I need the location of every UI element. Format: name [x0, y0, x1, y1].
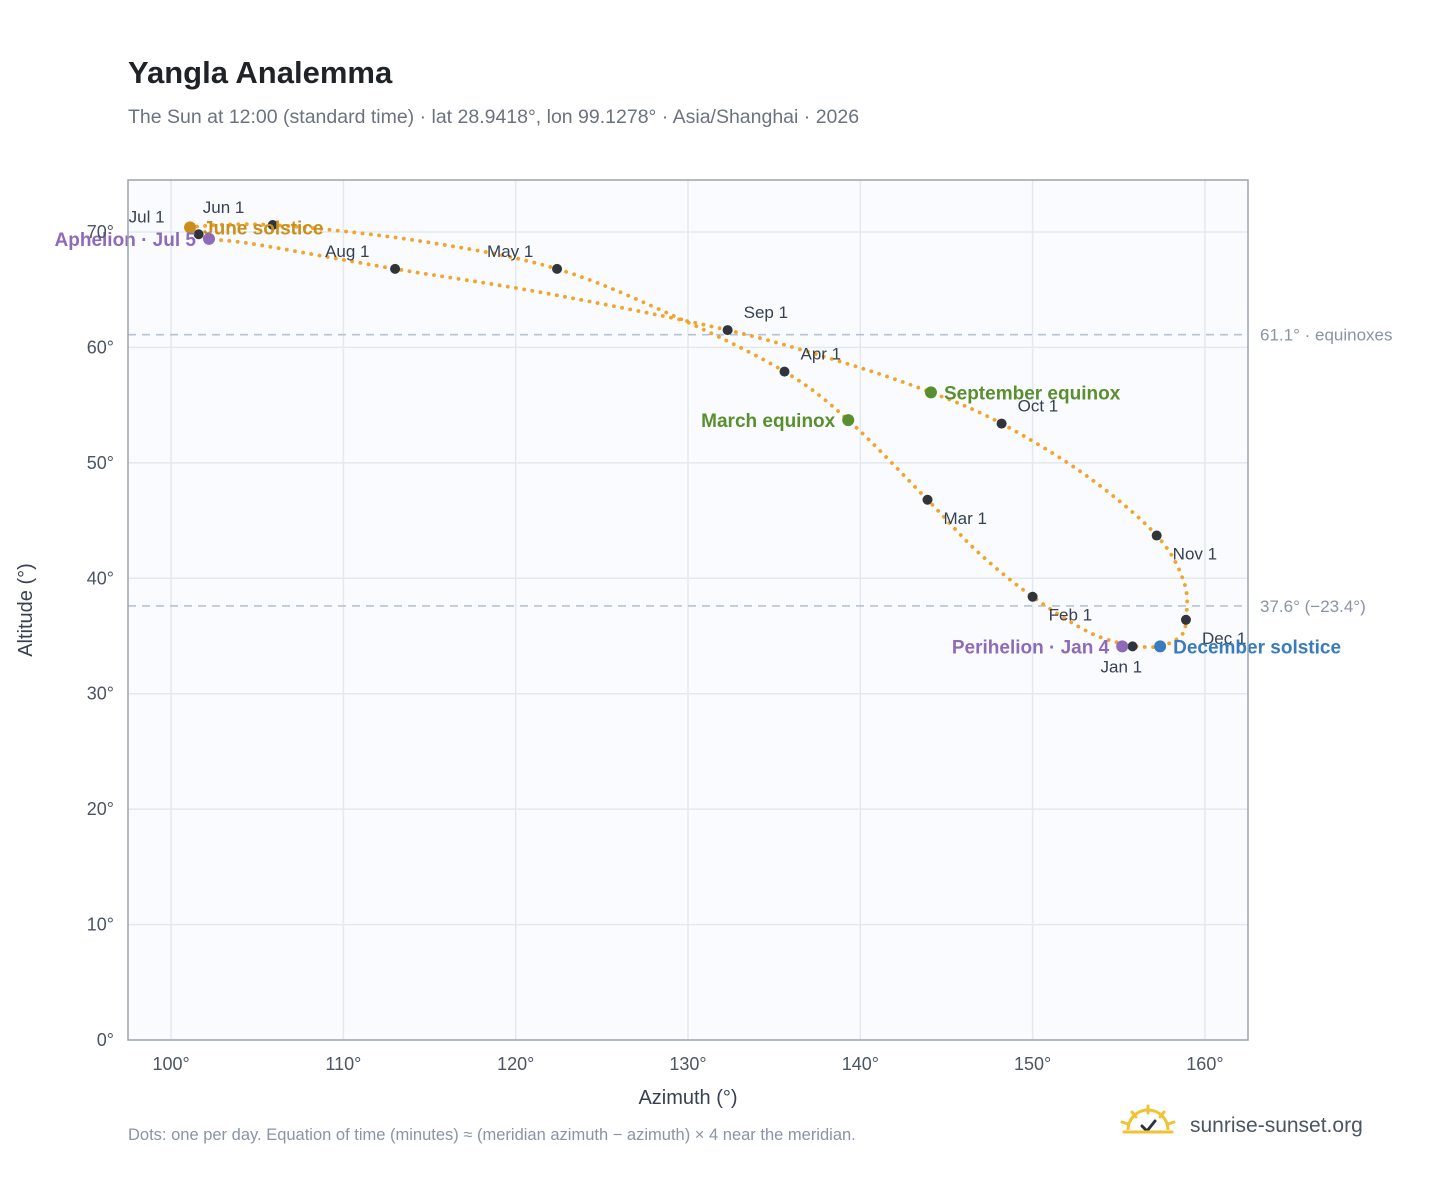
- month-marker-label: Jun 1: [203, 198, 245, 217]
- x-tick-label: 160°: [1186, 1054, 1223, 1074]
- month-marker: [1180, 614, 1191, 625]
- event-marker: [924, 386, 937, 399]
- month-marker-label: Dec 1: [1202, 629, 1246, 648]
- month-marker: [779, 366, 790, 377]
- event-marker: [184, 221, 197, 234]
- y-tick-label: 40°: [87, 568, 114, 588]
- event-label: Aphelion · Jul 5: [55, 230, 197, 251]
- analemma-curve: [183, 222, 1190, 650]
- x-tick-label: 140°: [842, 1054, 879, 1074]
- event-label: Perihelion · Jan 4: [952, 637, 1110, 658]
- month-marker: [193, 229, 204, 240]
- event-marker: [842, 414, 855, 427]
- month-marker: [390, 263, 401, 274]
- y-tick-label: 20°: [87, 799, 114, 819]
- y-axis-ticks: 0° 10° 20° 30° 40° 50° 60° 70°: [87, 222, 114, 1050]
- x-axis-label: Azimuth (°): [638, 1087, 737, 1109]
- y-tick-label: 70°: [87, 222, 114, 242]
- month-marker-label: Oct 1: [1018, 397, 1059, 416]
- x-tick-label: 120°: [497, 1054, 534, 1074]
- x-tick-label: 130°: [669, 1054, 706, 1074]
- chart-subtitle: The Sun at 12:00 (standard time) · lat 2…: [128, 106, 859, 128]
- month-marker-label: Jan 1: [1101, 657, 1143, 676]
- event-marker: [1116, 640, 1129, 653]
- y-tick-label: 30°: [87, 684, 114, 704]
- month-marker: [1027, 591, 1038, 602]
- x-tick-label: 110°: [325, 1054, 361, 1074]
- month-marker: [267, 220, 278, 231]
- y-tick-label: 10°: [87, 915, 114, 935]
- footnote: Dots: one per day. Equation of time (min…: [128, 1126, 856, 1144]
- month-marker-label: Feb 1: [1049, 606, 1092, 625]
- reference-line-label: 61.1° · equinoxes: [1260, 326, 1393, 345]
- reference-lines: 61.1° · equinoxes 37.6° (−23.4°): [128, 326, 1393, 616]
- event-label: December solstice: [1173, 637, 1341, 658]
- month-marker: [722, 325, 733, 336]
- month-marker-label: Mar 1: [944, 509, 987, 528]
- month-marker-label: May 1: [487, 242, 533, 261]
- month-marker: [552, 263, 563, 274]
- plot-frame: [127, 179, 1249, 1041]
- reference-line-label: 37.6° (−23.4°): [1260, 597, 1366, 616]
- month-marker-label: Nov 1: [1173, 545, 1217, 564]
- y-tick-label: 60°: [87, 337, 114, 357]
- chart-title: Yangla Analemma: [128, 55, 393, 90]
- event-label: June solstice: [203, 218, 323, 239]
- month-markers: Jan 1 Feb 1 Mar 1 Apr 1 May 1 Jun 1 Jul 1 Aug 1…: [129, 198, 1247, 676]
- y-tick-label: 50°: [87, 453, 114, 473]
- event-marker: [1154, 640, 1167, 653]
- month-marker: [922, 494, 933, 505]
- month-marker: [1151, 530, 1162, 541]
- analemma-daily-dots: [183, 222, 1190, 650]
- y-tick-label: 0°: [97, 1030, 114, 1050]
- sun-icon: [1120, 1104, 1176, 1134]
- month-marker: [996, 418, 1007, 429]
- event-markers: March equinox September equinox June solst…: [55, 218, 1342, 658]
- month-marker-label: Apr 1: [800, 345, 841, 364]
- x-axis-ticks: 100° 110° 120° 130° 140° 150° 160°: [152, 1054, 1223, 1074]
- x-tick-label: 100°: [152, 1054, 189, 1074]
- month-marker-label: Jul 1: [129, 207, 165, 226]
- y-axis-label: Altitude (°): [15, 563, 37, 657]
- event-marker: [202, 232, 215, 245]
- brand-name: sunrise-sunset.org: [1190, 1114, 1363, 1137]
- month-marker: [1127, 641, 1138, 652]
- month-marker-label: Aug 1: [325, 242, 369, 261]
- month-marker-label: Sep 1: [744, 303, 788, 322]
- event-label: March equinox: [701, 411, 836, 432]
- event-label: September equinox: [944, 383, 1121, 404]
- x-tick-label: 150°: [1014, 1054, 1051, 1074]
- brand-logo[interactable]: sunrise-sunset.org: [1120, 1104, 1363, 1137]
